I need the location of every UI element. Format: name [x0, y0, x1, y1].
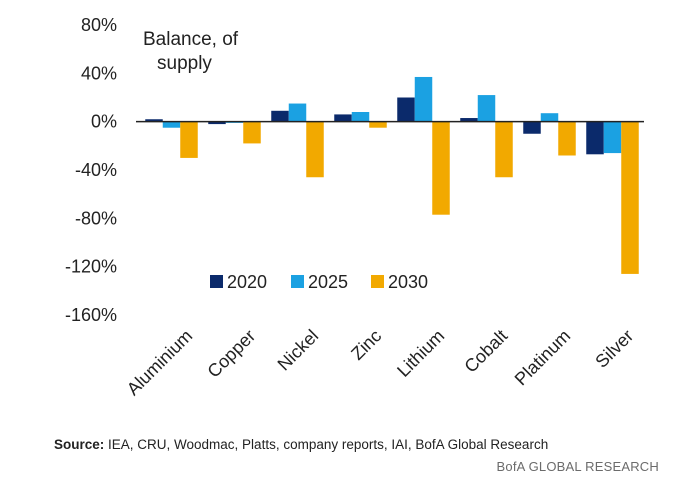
bar-lithium-2030: [432, 121, 450, 215]
bar-nickel-2020: [271, 110, 289, 122]
bar-zinc-2025: [351, 112, 370, 122]
bar-lithium-2025: [414, 76, 433, 122]
category-label: Lithium: [393, 326, 448, 381]
legend-label-2025: 2025: [308, 272, 348, 292]
bars: [145, 76, 639, 274]
bar-cobalt-2025: [477, 95, 496, 122]
legend-swatch-2025: [291, 275, 304, 288]
bar-platinum-2030: [558, 121, 576, 156]
bar-zinc-2020: [334, 114, 352, 122]
legend-swatch-2020: [210, 275, 223, 288]
source-note: Source: IEA, CRU, Woodmac, Platts, compa…: [54, 437, 548, 452]
category-labels: Aluminium Copper Nickel Zinc Lithium Cobalt Pl…: [123, 326, 638, 400]
y-tick-label: -40%: [75, 160, 117, 180]
category-label: Silver: [591, 326, 637, 372]
bar-lithium-2020: [397, 97, 415, 122]
bar-zinc-2030: [369, 121, 387, 128]
y-tick-label: 40%: [81, 63, 117, 83]
y-tick-label: -160%: [65, 305, 117, 325]
bar-cobalt-2030: [495, 121, 513, 178]
balance-annotation: Balance, of supply: [143, 29, 239, 74]
bar-platinum-2020: [523, 121, 541, 134]
bar-nickel-2025: [288, 103, 307, 122]
source-label: Source:: [54, 437, 105, 452]
category-label: Copper: [203, 326, 259, 382]
bar-nickel-2030: [306, 121, 324, 178]
category-label: Zinc: [347, 326, 385, 364]
bar-aluminium-2025: [162, 121, 181, 128]
bar-aluminium-2020: [145, 119, 163, 122]
bar-aluminium-2030: [180, 121, 198, 158]
bar-silver-2020: [586, 121, 604, 155]
bar-silver-2030: [621, 121, 639, 274]
y-tick-label: -80%: [75, 208, 117, 228]
bar-cobalt-2020: [460, 118, 478, 122]
bar-copper-2030: [243, 121, 261, 144]
y-tick-label: 80%: [81, 15, 117, 35]
legend-swatch-2030: [371, 275, 384, 288]
bar-silver-2025: [603, 121, 622, 154]
y-axis-labels: 80% 40% 0% -40% -80% -120% -160%: [65, 15, 117, 325]
y-tick-label: -120%: [65, 257, 117, 277]
annotation-line: Balance, of: [143, 29, 239, 50]
legend-label-2030: 2030: [388, 272, 428, 292]
annotation-line: supply: [157, 53, 212, 74]
credit-label: BofA GLOBAL RESEARCH: [496, 459, 659, 474]
category-label: Aluminium: [123, 326, 197, 400]
category-label: Cobalt: [460, 326, 511, 377]
bar-copper-2020: [208, 121, 226, 125]
bar-chart: 80% 40% 0% -40% -80% -120% -160% Aluminium Copp…: [65, 15, 644, 400]
bar-platinum-2025: [540, 113, 559, 122]
category-label: Platinum: [511, 326, 575, 390]
legend-label-2020: 2020: [227, 272, 267, 292]
category-label: Nickel: [274, 326, 323, 375]
y-tick-label: 0%: [91, 112, 117, 132]
legend: 2020 2025 2030: [210, 272, 428, 292]
source-text: IEA, CRU, Woodmac, Platts, company repor…: [104, 437, 549, 452]
